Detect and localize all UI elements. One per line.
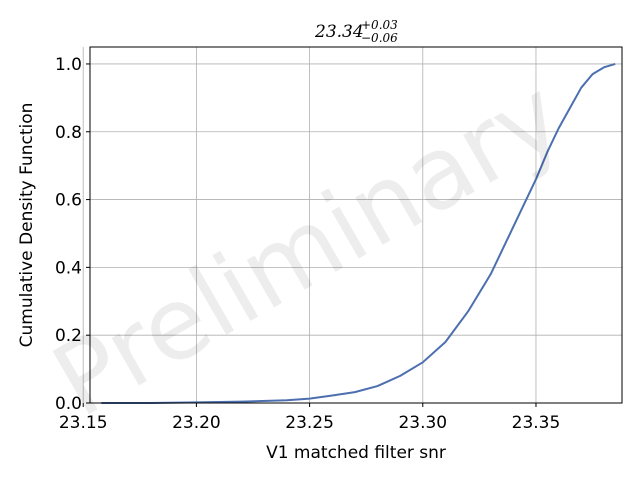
chart-title: 23.34 +0.03 −0.06 (314, 18, 398, 45)
series-group (101, 62, 616, 404)
x-tick-label: 23.30 (398, 413, 447, 433)
grid-lines (82, 47, 622, 404)
title-upper-error: +0.03 (361, 18, 398, 32)
y-tick-label: 0.4 (55, 258, 82, 278)
title-value: 23.34 (314, 22, 364, 42)
x-tick-label: 23.35 (512, 413, 561, 433)
plot-frame (89, 46, 623, 404)
cdf-line (101, 62, 616, 404)
y-tick-label: 0.8 (55, 123, 82, 143)
y-tick-label: 1.0 (55, 55, 82, 75)
x-axis-ticks: 23.15 23.20 23.25 23.30 23.35 (59, 403, 560, 433)
plot-background (90, 47, 622, 403)
x-tick-label: 23.15 (59, 413, 108, 433)
y-tick-label: 0.2 (55, 326, 82, 346)
y-tick-label: 0.0 (55, 394, 82, 414)
x-axis-label: V1 matched filter snr (266, 443, 446, 463)
y-axis-label: Cumulative Density Function (17, 103, 37, 348)
x-tick-label: 23.25 (285, 413, 334, 433)
y-axis-ticks: 0.0 0.2 0.4 0.6 0.8 1.0 (55, 55, 90, 414)
title-lower-error: −0.06 (361, 31, 398, 45)
y-tick-label: 0.6 (55, 191, 82, 211)
x-tick-label: 23.20 (172, 413, 221, 433)
